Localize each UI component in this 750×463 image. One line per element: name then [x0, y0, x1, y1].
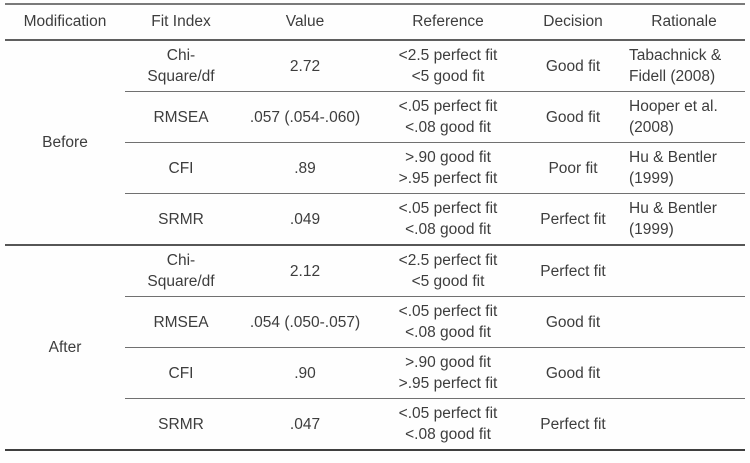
cell-reference: >.90 good fit >.95 perfect fit — [373, 347, 523, 399]
header-value: Value — [237, 4, 373, 41]
cell-decision: Perfect fit — [523, 245, 623, 297]
cell-decision: Perfect fit — [523, 398, 623, 451]
group-after: After Chi- Square/df 2.12 <2.5 perfect f… — [5, 245, 745, 451]
header-fit-index: Fit Index — [125, 4, 237, 41]
cell-rationale — [623, 398, 745, 451]
cell-reference: <.05 perfect fit <.08 good fit — [373, 91, 523, 143]
table-row: SRMR .049 <.05 perfect fit <.08 good fit… — [5, 193, 745, 246]
cell-decision: Good fit — [523, 347, 623, 399]
cell-value: .057 (.054-.060) — [237, 91, 373, 143]
modification-label-before: Before — [42, 134, 88, 151]
page: Modification Fit Index Value Reference D… — [0, 3, 750, 463]
cell-fit-index: RMSEA — [125, 91, 237, 143]
cell-fit-index: Chi- Square/df — [125, 245, 237, 297]
cell-value: .89 — [237, 142, 373, 194]
cell-fit-index: SRMR — [125, 193, 237, 246]
cell-rationale — [623, 347, 745, 399]
modification-label-after: After — [48, 339, 82, 356]
table-header-row: Modification Fit Index Value Reference D… — [5, 4, 745, 41]
table-row: Before Chi- Square/df 2.72 <2.5 perfect … — [5, 40, 745, 151]
cell-rationale — [623, 296, 745, 348]
header-rationale: Rationale — [623, 4, 745, 41]
cell-decision: Good fit — [523, 296, 623, 348]
cell-value: .049 — [237, 193, 373, 246]
cell-value: 2.12 — [237, 245, 373, 297]
cell-reference: <2.5 perfect fit <5 good fit — [373, 40, 523, 92]
cell-fit-index: CFI — [125, 347, 237, 399]
cell-value: .90 — [237, 347, 373, 399]
model-fit-table: Modification Fit Index Value Reference D… — [5, 3, 745, 451]
cell-fit-index: SRMR — [125, 398, 237, 451]
cell-reference: <.05 perfect fit <.08 good fit — [373, 398, 523, 451]
table-row: After Chi- Square/df 2.12 <2.5 perfect f… — [5, 245, 745, 356]
cell-decision: Poor fit — [523, 142, 623, 194]
header-modification: Modification — [5, 4, 125, 41]
cell-rationale: Tabachnick & Fidell (2008) — [623, 40, 745, 92]
cell-fit-index: CFI — [125, 142, 237, 194]
cell-value: 2.72 — [237, 40, 373, 92]
cell-rationale: Hu & Bentler (1999) — [623, 193, 745, 246]
table-row: RMSEA .057 (.054-.060) <.05 perfect fit … — [5, 91, 745, 143]
cell-reference: <.05 perfect fit <.08 good fit — [373, 193, 523, 246]
cell-reference: <.05 perfect fit <.08 good fit — [373, 296, 523, 348]
cell-fit-index: RMSEA — [125, 296, 237, 348]
cell-decision: Perfect fit — [523, 193, 623, 246]
cell-rationale: Hooper et al. (2008) — [623, 91, 745, 143]
cell-fit-index: Chi- Square/df — [125, 40, 237, 92]
table-row: CFI .90 >.90 good fit >.95 perfect fit G… — [5, 347, 745, 399]
cell-rationale — [623, 245, 745, 297]
cell-decision: Good fit — [523, 91, 623, 143]
table-row: RMSEA .054 (.050-.057) <.05 perfect fit … — [5, 296, 745, 348]
header-decision: Decision — [523, 4, 623, 41]
cell-value: .054 (.050-.057) — [237, 296, 373, 348]
group-before: Before Chi- Square/df 2.72 <2.5 perfect … — [5, 40, 745, 246]
cell-rationale: Hu & Bentler (1999) — [623, 142, 745, 194]
header-reference: Reference — [373, 4, 523, 41]
cell-decision: Good fit — [523, 40, 623, 92]
table-row: SRMR .047 <.05 perfect fit <.08 good fit… — [5, 398, 745, 451]
cell-value: .047 — [237, 398, 373, 451]
cell-reference: <2.5 perfect fit <5 good fit — [373, 245, 523, 297]
table-row: CFI .89 >.90 good fit >.95 perfect fit P… — [5, 142, 745, 194]
cell-reference: >.90 good fit >.95 perfect fit — [373, 142, 523, 194]
